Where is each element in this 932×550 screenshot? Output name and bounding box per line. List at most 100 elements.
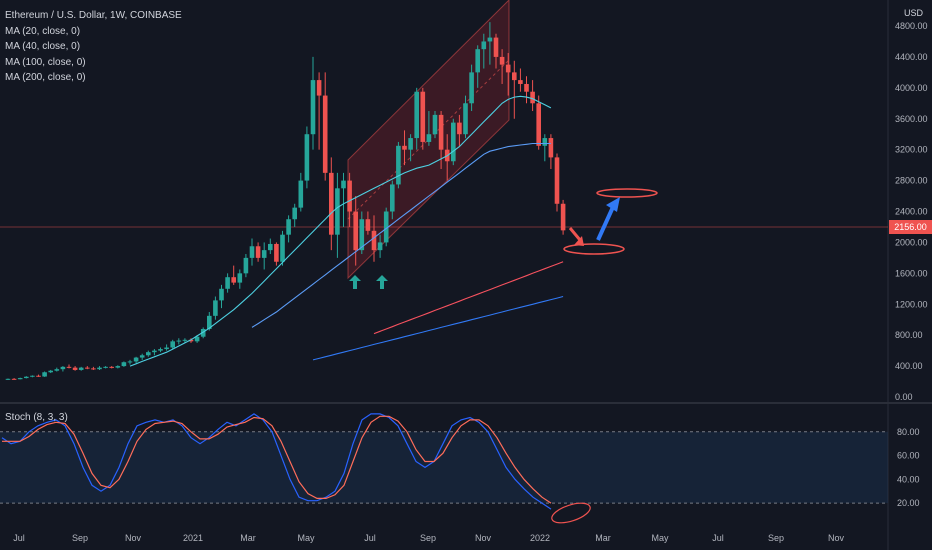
price-tick-label: 4000.00: [895, 83, 928, 93]
price-tick-label: 2400.00: [895, 207, 928, 217]
candle-body: [390, 184, 395, 212]
candle-body: [371, 230, 377, 251]
candle-body: [249, 246, 255, 258]
candle-body: [322, 95, 328, 173]
candle-body: [335, 188, 340, 235]
candle-body: [268, 243, 273, 251]
price-tick-label: 400.00: [895, 361, 923, 371]
candle-body: [97, 367, 102, 370]
ma-line-1: [129, 95, 552, 367]
candle-body: [518, 80, 523, 84]
candle-body: [30, 375, 35, 377]
candle-body: [432, 114, 438, 135]
stoch-tick-label: 20.00: [897, 498, 920, 508]
price-tick-label: 1600.00: [895, 268, 928, 278]
up-arrow-icon: [349, 275, 361, 289]
ma-line-2: [251, 142, 551, 328]
price-pane: [0, 0, 888, 402]
candle-body: [536, 103, 541, 146]
candle-body: [255, 246, 261, 258]
candle-body: [359, 219, 365, 251]
legend-ma40[interactable]: MA (40, close, 0): [5, 41, 81, 52]
candle-body: [91, 368, 96, 370]
candle-body: [377, 242, 383, 251]
candle-body: [219, 288, 224, 301]
candle-body: [353, 211, 358, 251]
stoch-line-D: [2, 415, 552, 504]
candle-body: [512, 72, 517, 81]
candle-body: [78, 367, 84, 370]
time-tick-label: Mar: [595, 533, 611, 543]
last-price-badge: 2156.00: [889, 220, 932, 234]
time-tick-label: Nov: [475, 533, 492, 543]
price-tick-label: 3200.00: [895, 145, 928, 155]
candle-body: [469, 72, 474, 104]
candle-body: [286, 219, 291, 235]
candle-body: [475, 49, 480, 73]
candle-body: [152, 350, 157, 353]
candle-body: [408, 138, 413, 150]
up-arrow-icon: [376, 275, 388, 289]
candle-body: [231, 277, 236, 283]
stoch-pane: [0, 404, 888, 526]
candle-body: [298, 180, 304, 208]
stoch-band: [0, 431, 888, 504]
time-tick-label: Nov: [828, 533, 845, 543]
time-tick-label: 2022: [530, 533, 550, 543]
candle-body: [225, 277, 230, 289]
candle-body: [310, 80, 316, 135]
candle-body: [60, 366, 66, 370]
candle-body: [109, 366, 114, 368]
candle-body: [316, 80, 322, 96]
candle-body: [17, 378, 23, 380]
legend-ma200[interactable]: MA (200, close, 0): [5, 72, 86, 83]
candle-body: [396, 145, 401, 185]
candle-body: [188, 339, 194, 342]
candle-body: [554, 157, 560, 204]
price-tick-label: 4400.00: [895, 52, 928, 62]
candle-body: [560, 203, 566, 231]
candle-body: [200, 328, 206, 337]
time-tick-label: Sep: [768, 533, 784, 543]
candle-body: [341, 180, 346, 189]
candle-body: [66, 366, 72, 368]
candle-body: [457, 122, 462, 135]
candle-body: [121, 362, 127, 367]
candle-body: [530, 91, 535, 104]
currency-label: USD: [904, 8, 924, 18]
chart-legend: Ethereum / U.S. Dollar, 1W, COINBASE MA …: [5, 8, 182, 86]
candle-body: [383, 211, 389, 243]
ma-line-4: [312, 295, 564, 361]
candle-body: [237, 273, 243, 283]
price-tick-label: 3600.00: [895, 114, 928, 124]
candle-body: [493, 37, 499, 57]
candle-body: [24, 376, 29, 379]
candle-body: [451, 122, 456, 162]
stoch-legend[interactable]: Stoch (8, 3, 3): [5, 412, 68, 423]
candle-body: [42, 372, 47, 377]
legend-title: Ethereum / U.S. Dollar, 1W, COINBASE: [5, 10, 182, 21]
candle-body: [347, 180, 352, 212]
legend-ma20[interactable]: MA (20, close, 0): [5, 25, 81, 37]
candle-body: [481, 41, 487, 50]
candle-body: [402, 145, 407, 150]
candle-body: [85, 367, 90, 369]
candle-body: [542, 138, 548, 146]
candle-body: [274, 243, 279, 262]
candle-body: [158, 349, 163, 351]
price-tick-label: 2000.00: [895, 237, 928, 247]
time-tick-label: Mar: [240, 533, 256, 543]
candle-body: [548, 138, 554, 158]
candle-body: [103, 366, 108, 368]
candle-body: [36, 375, 41, 377]
price-tick-label: 1200.00: [895, 299, 928, 309]
stoch-tick-label: 60.00: [897, 451, 920, 461]
candle-body: [194, 336, 200, 342]
candle-body: [420, 91, 426, 142]
time-tick-label: Jul: [712, 533, 724, 543]
price-tick-label: 4800.00: [895, 21, 928, 31]
candle-body: [487, 37, 493, 42]
legend-ma100[interactable]: MA (100, close, 0): [5, 56, 86, 68]
time-tick-label: May: [297, 533, 315, 543]
